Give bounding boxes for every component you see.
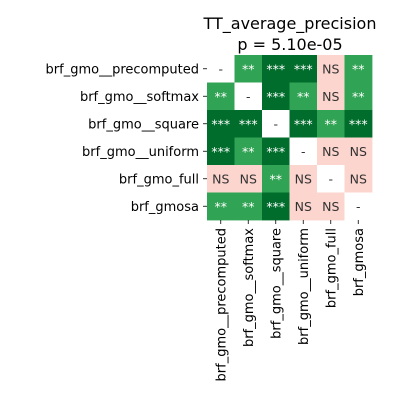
heatmap-cell-label: **: [215, 89, 228, 104]
heatmap-cell-label: ***: [266, 199, 285, 214]
heatmap-cell-label: -: [301, 144, 306, 159]
heatmap-cell-label: ***: [266, 89, 285, 104]
heatmap-cell-label: NS: [322, 144, 339, 159]
column-tick-labels: brf_gmo__precomputed brf_gmo__softmax brf_…: [214, 220, 367, 381]
column-tick-label: brf_gmo__precomputed: [214, 228, 229, 381]
heatmap-cell-label: **: [270, 171, 283, 186]
heatmap-cell-label: **: [215, 199, 228, 214]
heatmap-cell-label: ***: [239, 116, 258, 131]
heatmap-cell-label: **: [242, 144, 255, 159]
column-tick-label: brf_gmo__square: [269, 228, 284, 339]
column-tick-label: brf_gmo_full: [324, 228, 339, 308]
heatmap-cell-label: -: [273, 116, 278, 131]
heatmap-cell-label: ***: [294, 61, 313, 76]
heatmap-cell-label: -: [246, 89, 251, 104]
heatmap-cell-label: NS: [295, 171, 312, 186]
heatmap-cell-label: NS: [350, 144, 367, 159]
heatmap-cell-label: ***: [211, 116, 230, 131]
heatmap-cell-label: -: [328, 171, 333, 186]
chart-title: TT_average_precision: [203, 14, 377, 34]
heatmap-cell-label: ***: [294, 116, 313, 131]
row-tick-label: brf_gmo__precomputed: [46, 62, 199, 77]
row-tick-label: brf_gmo__softmax: [80, 90, 199, 105]
heatmap-cell-label: -: [218, 61, 223, 76]
heatmap-cell-label: NS: [212, 171, 229, 186]
column-tick-label: brf_gmo__softmax: [242, 228, 257, 347]
heatmap-cell-label: ***: [266, 144, 285, 159]
heatmap-cell-label: NS: [322, 61, 339, 76]
heatmap-cell-label: NS: [240, 171, 257, 186]
row-tick-labels: brf_gmo__precomputed brf_gmo__softmax brf_…: [46, 62, 207, 215]
heatmap-cell-label: **: [297, 89, 310, 104]
chart-subtitle: p = 5.10e-05: [237, 35, 342, 54]
heatmap-cell-label: **: [242, 199, 255, 214]
column-tick-label: brf_gmosa: [352, 228, 367, 296]
heatmap-cell-label: NS: [295, 199, 312, 214]
column-tick-label: brf_gmo__uniform: [297, 228, 312, 345]
row-tick-label: brf_gmo__square: [88, 117, 199, 132]
row-tick-label: brf_gmo__uniform: [82, 145, 199, 160]
heatmap-cell-label: NS: [350, 171, 367, 186]
heatmap-cell-label: ***: [349, 116, 368, 131]
heatmap-cell-label: **: [325, 116, 338, 131]
row-tick-label: brf_gmosa: [131, 200, 199, 215]
heatmap-cell-label: NS: [322, 199, 339, 214]
heatmap-cell-label: NS: [322, 89, 339, 104]
heatmap-cell-label: ***: [266, 61, 285, 76]
row-tick-label: brf_gmo_full: [119, 172, 199, 187]
heatmap-cells: - ** *** *** NS **** - *** ** NS ***** *** - *** ** ***…: [207, 55, 372, 220]
heatmap-cell-label: -: [356, 199, 361, 214]
heatmap-cell-label: ***: [211, 144, 230, 159]
heatmap-cell-label: **: [242, 61, 255, 76]
heatmap-cell-label: **: [352, 61, 365, 76]
heatmap-cell-label: **: [352, 89, 365, 104]
